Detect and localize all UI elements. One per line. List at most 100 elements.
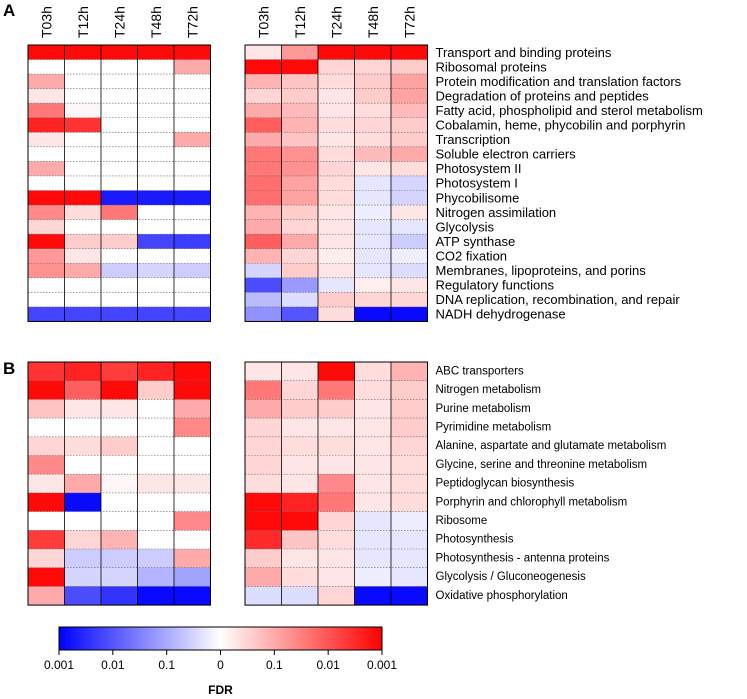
heatmap-cell-a-left-r8-c0 <box>28 161 65 177</box>
heatmap-cell-a-left-r13-c0 <box>28 234 65 249</box>
fdr-colorbar: 0.001 0.01 0.1 0 0.1 0.01 0.001 FDR <box>44 626 397 697</box>
heatmap-cell-b-right-r0-c1 <box>281 362 319 381</box>
heatmap-cell-a-right-r1-c2 <box>318 59 355 75</box>
heatmap-cell-a-right-r6-c4 <box>391 132 428 148</box>
heatmap-cell-b-right-r8-c1 <box>281 511 319 531</box>
heatmap-cell-a-right-r10-c0 <box>245 190 282 206</box>
heatmap-cell-a-right-r18-c4 <box>391 306 428 322</box>
heatmap-cell-a-right-r8-c3 <box>354 161 392 177</box>
heatmap-cell-a-right-r9-c2 <box>318 175 355 191</box>
heatmap-cell-a-right-r14-c0 <box>245 248 282 264</box>
heatmap-cell-a-left-r18-c4 <box>174 306 211 322</box>
heatmap-cell-b-left-r5-c2 <box>101 455 138 475</box>
heatmap-cell-a-left-r16-c2 <box>101 277 138 293</box>
heatmap-cell-a-right-r6-c0 <box>245 132 282 148</box>
heatmap-cell-b-right-r5-c4 <box>391 455 428 475</box>
heatmap-cell-b-right-r6-c0 <box>245 474 282 494</box>
heatmap-cell-a-right-r14-c4 <box>391 248 428 264</box>
heatmap-cell-b-right-r9-c1 <box>281 530 319 550</box>
heatmap-cell-a-left-r18-c1 <box>64 306 102 322</box>
row-label-nadh-dehydrogenase: NADH dehydrogenase <box>436 307 566 322</box>
panel-letter-b: B <box>3 359 15 378</box>
heatmap-cell-b-right-r7-c0 <box>245 492 282 512</box>
heatmap-cell-a-left-r16-c4 <box>174 277 211 293</box>
heatmap-cell-b-left-r12-c2 <box>101 586 138 606</box>
heatmap-cell-a-left-r18-c3 <box>137 306 175 322</box>
heatmap-cell-a-left-r6-c4 <box>174 132 211 148</box>
heatmap-cell-a-right-r11-c0 <box>245 205 282 220</box>
heatmap-cell-b-left-r11-c2 <box>101 567 138 587</box>
row-label-regulatory-functions: Regulatory functions <box>436 278 555 293</box>
heatmap-cell-a-left-r7-c4 <box>174 146 211 162</box>
heatmap-cell-a-left-r17-c1 <box>64 292 102 308</box>
heatmap-cell-a-left-r0-c3 <box>137 45 175 60</box>
heatmap-cell-b-left-r5-c3 <box>137 455 175 475</box>
heatmap-cell-b-left-r8-c3 <box>137 511 175 531</box>
heatmap-cell-a-left-r12-c4 <box>174 219 211 235</box>
heatmap-cell-a-left-r6-c2 <box>101 132 138 148</box>
heatmap-cell-b-right-r9-c2 <box>318 530 355 550</box>
heatmap-cell-b-left-r8-c1 <box>64 511 102 531</box>
row-label-photosynthesis-antenna-proteins: Photosynthesis - antenna proteins <box>436 552 610 564</box>
heatmap-cell-a-right-r5-c4 <box>391 117 428 133</box>
heatmap-cell-b-left-r5-c0 <box>28 455 65 475</box>
heatmap-cell-a-right-r1-c4 <box>391 59 428 75</box>
heatmap-cell-a-right-r2-c0 <box>245 74 282 89</box>
heatmap-cell-a-right-r9-c1 <box>281 175 319 191</box>
heatmap-cell-a-right-r16-c1 <box>281 277 319 293</box>
column-label-left-t48h: T48h <box>148 6 164 38</box>
heatmap-cell-a-right-r2-c4 <box>391 74 428 89</box>
column-label-right-t03h: T03h <box>255 6 271 38</box>
column-label-right-t24h: T24h <box>328 6 344 38</box>
row-label-abc-transporters: ABC transporters <box>436 365 524 377</box>
heatmap-cell-a-right-r4-c0 <box>245 103 282 119</box>
row-label-pyrimidine-metabolism: Pyrimidine metabolism <box>436 421 552 433</box>
column-label-left-t72h: T72h <box>184 6 200 38</box>
heatmap-cell-a-right-r7-c3 <box>354 146 392 162</box>
row-label-glycolysis-gluconeogenesis: Glycolysis / Gluconeogenesis <box>436 571 586 583</box>
colorbar-tick-label: 0 <box>217 658 224 672</box>
heatmap-cell-a-right-r10-c3 <box>354 190 392 206</box>
heatmap-cell-b-left-r7-c2 <box>101 492 138 512</box>
heatmap-cell-a-right-r7-c0 <box>245 146 282 162</box>
heatmap-cell-a-right-r1-c1 <box>281 59 319 75</box>
heatmap-cell-a-left-r15-c2 <box>101 263 138 279</box>
heatmap-cell-a-left-r14-c1 <box>64 248 102 264</box>
heatmap-cell-b-left-r5-c1 <box>64 455 102 475</box>
heatmap-cell-b-left-r9-c0 <box>28 530 65 550</box>
heatmap-cell-a-right-r5-c1 <box>281 117 319 133</box>
heatmap-cell-b-right-r3-c2 <box>318 418 355 438</box>
heatmap-frame-a-left <box>27 44 211 322</box>
heatmap-cell-a-right-r16-c4 <box>391 277 428 293</box>
heatmap-cell-b-left-r11-c0 <box>28 567 65 587</box>
heatmap-cell-a-left-r11-c3 <box>137 205 175 220</box>
heatmap-cell-b-right-r9-c0 <box>245 530 282 550</box>
heatmap-cell-a-left-r2-c0 <box>28 74 65 89</box>
heatmap-cell-b-right-r10-c2 <box>318 549 355 568</box>
heatmap-cell-b-right-r7-c4 <box>391 492 428 512</box>
heatmap-cell-a-left-r12-c3 <box>137 219 175 235</box>
heatmap-cell-a-left-r5-c2 <box>101 117 138 133</box>
heatmap-cell-a-right-r9-c3 <box>354 175 392 191</box>
heatmap-cell-b-left-r10-c0 <box>28 549 65 568</box>
heatmap-cell-a-right-r10-c2 <box>318 190 355 206</box>
row-label-purine-metabolism: Purine metabolism <box>436 403 531 415</box>
heatmap-cell-b-right-r12-c1 <box>281 586 319 606</box>
heatmap-cell-b-right-r0-c2 <box>318 362 355 381</box>
row-label-photosystem-i: Photosystem I <box>436 176 518 191</box>
column-label-right-t12h: T12h <box>292 6 308 38</box>
heatmap-cell-a-left-r4-c3 <box>137 103 175 119</box>
heatmap-cell-b-left-r12-c4 <box>174 586 211 606</box>
row-label-protein-modification-and-translation-factors: Protein modification and translation fac… <box>436 74 682 89</box>
heatmap-cell-a-left-r16-c1 <box>64 277 102 293</box>
heatmap-cell-b-right-r8-c3 <box>354 511 392 531</box>
heatmap-cell-b-right-r4-c4 <box>391 436 428 456</box>
heatmap-cell-b-left-r12-c0 <box>28 586 65 606</box>
colorbar-title: FDR <box>208 683 233 697</box>
heatmap-cell-a-left-r10-c4 <box>174 190 211 206</box>
heatmap-cell-a-left-r5-c4 <box>174 117 211 133</box>
heatmap-cell-a-left-r4-c2 <box>101 103 138 119</box>
heatmap-cell-a-right-r11-c1 <box>281 205 319 220</box>
heatmap-cell-a-right-r0-c4 <box>391 45 428 60</box>
row-label-photosystem-ii: Photosystem II <box>436 161 522 176</box>
